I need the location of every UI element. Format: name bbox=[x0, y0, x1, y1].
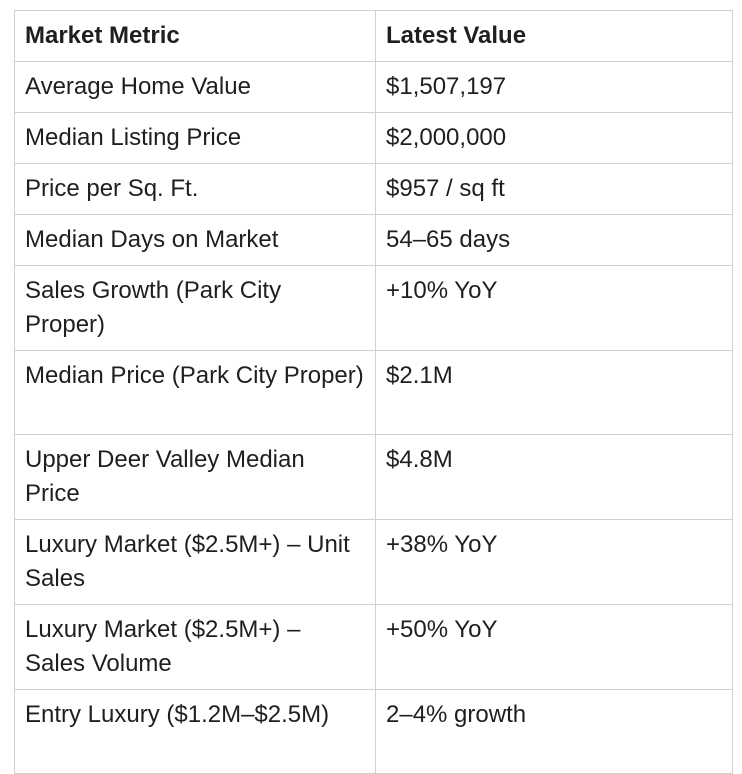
table-row: Average Home Value $1,507,197 bbox=[14, 61, 733, 113]
table-row: Sales Growth (Park City Proper) +10% YoY bbox=[14, 265, 733, 351]
metric-cell: Average Home Value bbox=[14, 61, 376, 113]
table-header-row: Market Metric Latest Value bbox=[14, 10, 733, 62]
metric-cell: Entry Luxury ($1.2M–$2.5M) bbox=[14, 689, 376, 774]
table-row: Price per Sq. Ft. $957 / sq ft bbox=[14, 163, 733, 215]
market-metrics-table-container: Market Metric Latest Value Average Home … bbox=[14, 10, 733, 774]
market-metrics-table: Market Metric Latest Value Average Home … bbox=[14, 10, 733, 774]
metric-cell: Luxury Market ($2.5M+) – Unit Sales bbox=[14, 519, 376, 605]
table-row: Luxury Market ($2.5M+) – Unit Sales +38%… bbox=[14, 519, 733, 605]
value-cell: $2.1M bbox=[375, 350, 733, 435]
value-cell: $2,000,000 bbox=[375, 112, 733, 164]
value-cell: $1,507,197 bbox=[375, 61, 733, 113]
value-cell: 2–4% growth bbox=[375, 689, 733, 774]
metric-cell: Luxury Market ($2.5M+) – Sales Volume bbox=[14, 604, 376, 690]
table-row: Median Listing Price $2,000,000 bbox=[14, 112, 733, 164]
table-row: Median Days on Market 54–65 days bbox=[14, 214, 733, 266]
table-row: Median Price (Park City Proper) $2.1M bbox=[14, 350, 733, 435]
column-header-value: Latest Value bbox=[375, 10, 733, 62]
value-cell: +38% YoY bbox=[375, 519, 733, 605]
value-cell: +10% YoY bbox=[375, 265, 733, 351]
value-cell: 54–65 days bbox=[375, 214, 733, 266]
metric-cell: Upper Deer Valley Median Price bbox=[14, 434, 376, 520]
table-row: Luxury Market ($2.5M+) – Sales Volume +5… bbox=[14, 604, 733, 690]
value-cell: +50% YoY bbox=[375, 604, 733, 690]
value-cell: $4.8M bbox=[375, 434, 733, 520]
table-row: Entry Luxury ($1.2M–$2.5M) 2–4% growth bbox=[14, 689, 733, 774]
metric-cell: Median Price (Park City Proper) bbox=[14, 350, 376, 435]
metric-cell: Sales Growth (Park City Proper) bbox=[14, 265, 376, 351]
metric-cell: Median Listing Price bbox=[14, 112, 376, 164]
metric-cell: Price per Sq. Ft. bbox=[14, 163, 376, 215]
column-header-metric: Market Metric bbox=[14, 10, 376, 62]
value-cell: $957 / sq ft bbox=[375, 163, 733, 215]
metric-cell: Median Days on Market bbox=[14, 214, 376, 266]
table-row: Upper Deer Valley Median Price $4.8M bbox=[14, 434, 733, 520]
